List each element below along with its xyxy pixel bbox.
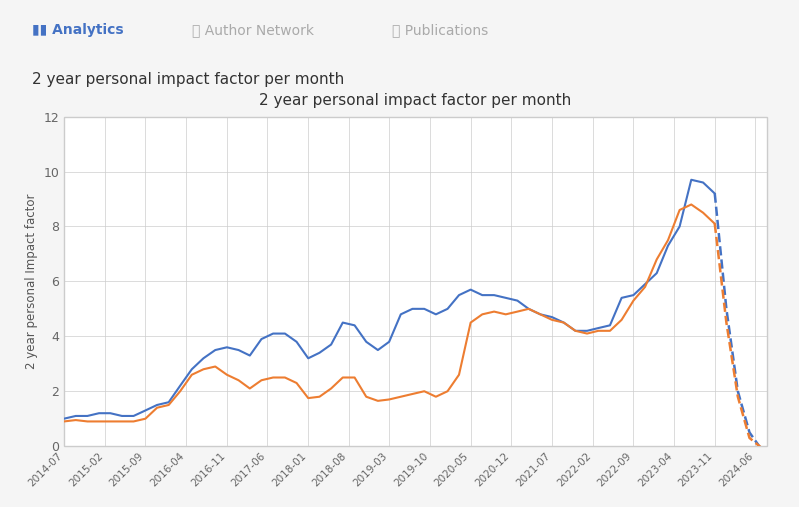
- Text: ▮▮ Analytics: ▮▮ Analytics: [32, 23, 124, 37]
- Y-axis label: 2 year personal Impact factor: 2 year personal Impact factor: [25, 194, 38, 369]
- Bar: [64, 117, 767, 446]
- Text: 2 year personal impact factor per month: 2 year personal impact factor per month: [32, 71, 344, 87]
- Text: 🔍 Publications: 🔍 Publications: [392, 23, 487, 37]
- Title: 2 year personal impact factor per month: 2 year personal impact factor per month: [260, 93, 571, 108]
- Text: 👥 Author Network: 👥 Author Network: [192, 23, 314, 37]
